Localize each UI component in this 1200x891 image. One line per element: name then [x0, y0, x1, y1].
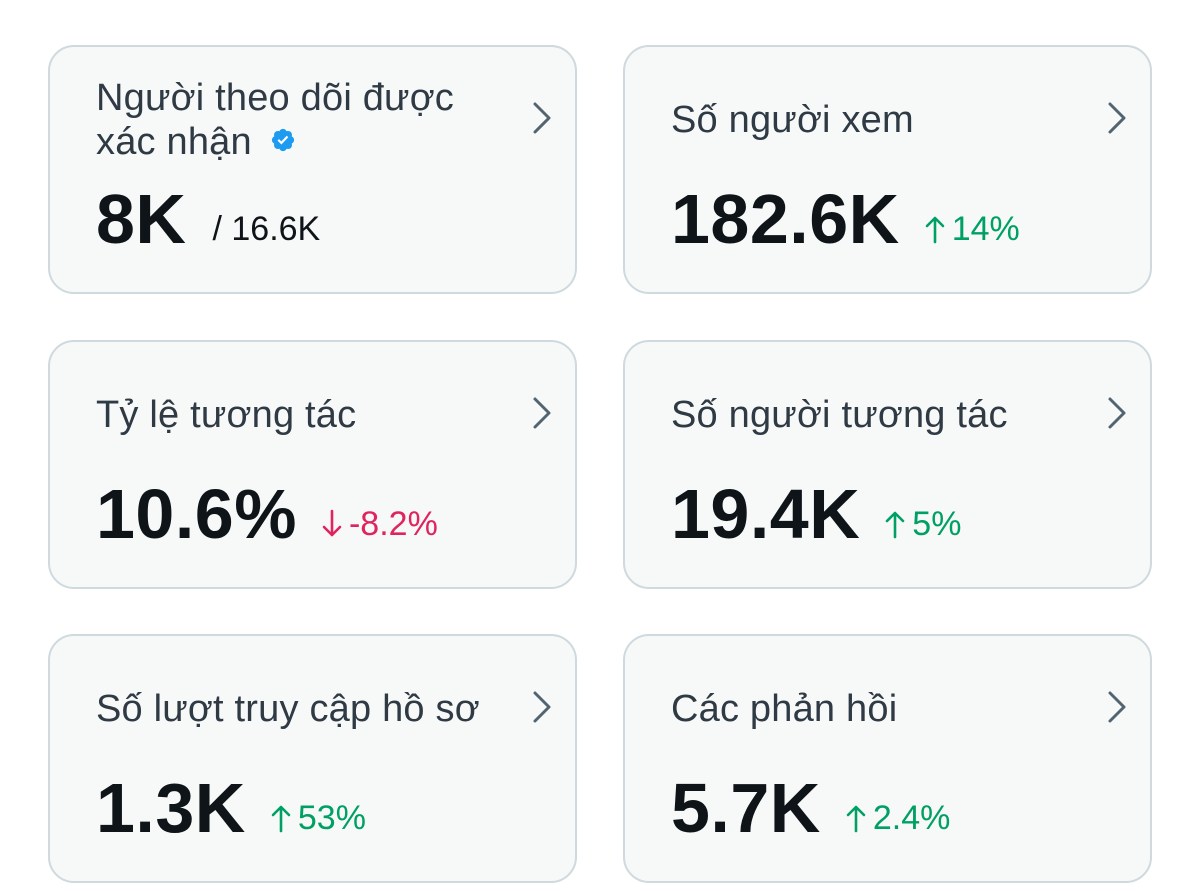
metric-card-viewers[interactable]: Số người xem 182.6K 14%: [623, 45, 1152, 294]
card-title: Số lượt truy cập hồ sơ: [96, 688, 480, 730]
arrow-up-icon: [846, 805, 866, 833]
metric-change: 14%: [924, 210, 1020, 249]
metric-change: 2.4%: [845, 798, 951, 838]
metric-card-replies[interactable]: Các phản hồi 5.7K 2.4%: [623, 634, 1152, 883]
value-row: 5.7K 2.4%: [671, 768, 950, 848]
metric-value: 1.3K: [96, 769, 246, 847]
card-title: Số người xem: [671, 99, 914, 141]
metric-change-value: 14%: [951, 209, 1020, 248]
metric-change-value: -8.2%: [348, 504, 438, 543]
card-title-wrap: Số người tương tác: [671, 370, 1081, 460]
card-title-wrap: Số người xem: [671, 75, 1081, 165]
metric-total: / 16.6K: [212, 209, 321, 248]
metric-card-verified-followers[interactable]: Người theo dõi được xác nhận 8K / 16.6K: [48, 45, 577, 294]
chevron-right-icon[interactable]: [1106, 396, 1128, 430]
card-title: Số người tương tác: [671, 394, 1008, 436]
card-title-wrap: Các phản hồi: [671, 664, 1081, 754]
verified-badge-icon: [271, 128, 294, 152]
value-row: 182.6K 14%: [671, 179, 1020, 259]
metric-value: 5.7K: [671, 769, 821, 847]
metric-change-value: 53%: [297, 798, 366, 837]
metric-card-engagement-rate[interactable]: Tỷ lệ tương tác 10.6% -8.2%: [48, 340, 577, 589]
metric-change: 5%: [884, 505, 961, 544]
chevron-right-icon[interactable]: [531, 396, 553, 430]
chevron-right-icon[interactable]: [531, 101, 553, 135]
metric-change: 53%: [270, 799, 366, 838]
metric-card-profile-visits[interactable]: Số lượt truy cập hồ sơ 1.3K 53%: [48, 634, 577, 883]
metric-change-value: 5%: [912, 504, 962, 543]
arrow-up-icon: [271, 805, 291, 833]
metric-change: -8.2%: [321, 505, 438, 544]
metric-value: 19.4K: [671, 475, 861, 553]
card-title: Tỷ lệ tương tác: [96, 394, 357, 436]
card-title: Người theo dõi được xác nhận: [96, 77, 455, 163]
chevron-right-icon[interactable]: [531, 690, 553, 724]
value-row: 10.6% -8.2%: [96, 474, 438, 554]
card-title-wrap: Người theo dõi được xác nhận: [96, 75, 506, 165]
metric-value: 8K: [96, 180, 187, 258]
arrow-up-icon: [885, 511, 905, 539]
value-row: 8K / 16.6K: [96, 179, 320, 259]
value-row: 19.4K 5%: [671, 474, 961, 554]
card-title-wrap: Tỷ lệ tương tác: [96, 370, 506, 460]
metric-change-value: 2.4%: [872, 798, 951, 837]
metric-card-engaged-users[interactable]: Số người tương tác 19.4K 5%: [623, 340, 1152, 589]
chevron-right-icon[interactable]: [1106, 690, 1128, 724]
arrow-down-icon: [322, 509, 342, 537]
metric-value: 10.6%: [96, 475, 297, 553]
card-title-wrap: Số lượt truy cập hồ sơ: [96, 664, 506, 754]
chevron-right-icon[interactable]: [1106, 101, 1128, 135]
metric-value: 182.6K: [671, 180, 900, 258]
value-row: 1.3K 53%: [96, 768, 366, 848]
arrow-up-icon: [925, 216, 945, 244]
card-title: Các phản hồi: [671, 688, 898, 730]
